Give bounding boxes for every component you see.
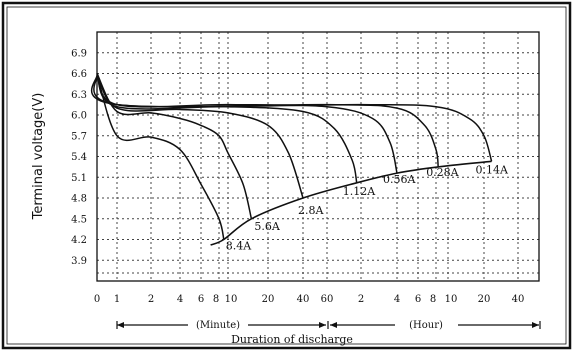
inner-frame — [6, 6, 567, 345]
x-tick-label: 1 — [114, 294, 120, 305]
x-section-indicators: (Minute) (Hour) — [116, 320, 541, 331]
x-tick-label: 20 — [478, 294, 491, 305]
minute-section-label: (Minute) — [196, 320, 240, 331]
y-tick-label: 4.8 — [71, 194, 87, 205]
discharge-curve-5-6A — [96, 73, 253, 219]
x-tick-label: 20 — [262, 294, 275, 305]
curve-label-5-6A: 5.6A — [254, 220, 280, 233]
curve-labels: 8.4A5.6A 2.8A 1.12A 0.56A 0.28A 0.14A — [226, 163, 509, 252]
curve-label-0-14A: 0.14A — [476, 163, 509, 176]
curve-label-1-12A: 1.12A — [343, 185, 376, 198]
curve-label-0-56A: 0.56A — [383, 173, 416, 186]
curve-label-8-4A: 8.4A — [226, 240, 252, 253]
y-tick-label: 6.3 — [71, 90, 87, 101]
y-tick-label: 3.9 — [71, 256, 87, 267]
discharge-curve-0-14A — [90, 73, 493, 162]
y-tick-label: 6.6 — [71, 69, 87, 80]
y-tick-label: 5.4 — [71, 152, 87, 163]
x-tick-label: 40 — [297, 294, 310, 305]
y-tick-label: 5.1 — [71, 173, 87, 184]
discharge-curves — [90, 73, 493, 246]
discharge-curve-0-28A — [93, 73, 439, 168]
discharge-curve-1-12A — [96, 73, 358, 183]
x-tick-label: 4 — [177, 294, 183, 305]
x-tick-label: 0 — [94, 294, 100, 305]
y-tick-label: 5.7 — [71, 131, 87, 142]
x-tick-label: 6 — [415, 294, 421, 305]
x-tick-label: 8 — [430, 294, 436, 305]
y-tick-label: 6.0 — [71, 111, 87, 122]
x-tick-label: 60 — [321, 294, 334, 305]
end-voltage-curve — [210, 160, 492, 246]
discharge-curve-2-8A — [96, 73, 304, 199]
curve-label-2-8A: 2.8A — [298, 204, 324, 217]
x-tick-label: 10 — [445, 294, 458, 305]
x-tick-label: 4 — [394, 294, 400, 305]
x-tick-label: 2 — [148, 294, 154, 305]
y-tick-labels: 6.9 6.6 6.3 6.0 5.7 5.4 5.1 4.8 4.5 4.2 3.9 — [71, 48, 87, 267]
y-axis-label: Terminal voltage(V) — [31, 93, 46, 221]
x-tick-label: 40 — [512, 294, 525, 305]
hour-section-label: (Hour) — [409, 320, 443, 331]
y-tick-label: 4.5 — [71, 214, 87, 225]
x-tick-label: 6 — [198, 294, 204, 305]
discharge-curve-8-4A — [96, 73, 225, 240]
curve-label-0-28A: 0.28A — [426, 166, 459, 179]
x-tick-label: 10 — [225, 294, 238, 305]
x-tick-label: 8 — [213, 294, 219, 305]
y-tick-label: 6.9 — [71, 48, 87, 59]
plot-area — [96, 31, 540, 282]
y-tick-label: 4.2 — [71, 235, 87, 246]
x-axis-label: Duration of discharge — [231, 333, 353, 346]
grid — [97, 32, 539, 281]
x-tick-labels: 0 1 2 4 6 8 10 20 40 60 2 4 6 8 10 20 40 — [94, 294, 525, 305]
x-tick-label: 2 — [358, 294, 364, 305]
